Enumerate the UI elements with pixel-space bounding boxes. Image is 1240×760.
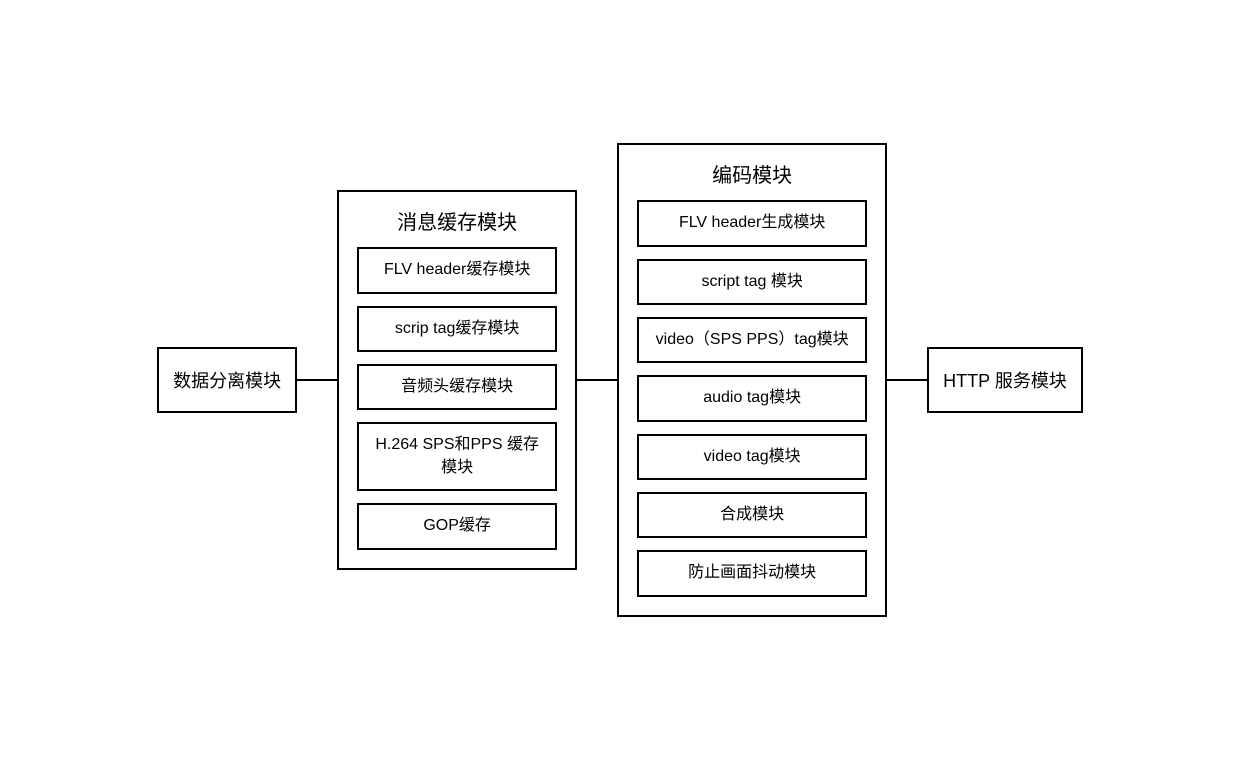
message-cache-module: 消息缓存模块 FLV header缓存模块 scrip tag缓存模块 音频头缓… <box>337 190 577 569</box>
audio-header-cache-module: 音频头缓存模块 <box>357 364 557 410</box>
video-tag-module: video tag模块 <box>637 434 867 480</box>
anti-jitter-module: 防止画面抖动模块 <box>637 550 867 596</box>
data-separation-module: 数据分离模块 <box>157 347 297 413</box>
flv-header-gen-module: FLV header生成模块 <box>637 200 867 246</box>
composite-module: 合成模块 <box>637 492 867 538</box>
flv-header-cache-module: FLV header缓存模块 <box>357 247 557 293</box>
flowchart-root: 数据分离模块 消息缓存模块 FLV header缓存模块 scrip tag缓存… <box>137 123 1103 637</box>
script-tag-module: script tag 模块 <box>637 259 867 305</box>
connector-2 <box>577 379 617 381</box>
script-tag-cache-module: scrip tag缓存模块 <box>357 306 557 352</box>
audio-tag-module: audio tag模块 <box>637 375 867 421</box>
encode-title: 编码模块 <box>712 159 792 188</box>
video-sps-pps-tag-module: video（SPS PPS）tag模块 <box>637 317 867 363</box>
http-service-module: HTTP 服务模块 <box>927 347 1083 413</box>
connector-1 <box>297 379 337 381</box>
h264-sps-pps-cache-module: H.264 SPS和PPS 缓存模块 <box>357 422 557 491</box>
cache-title: 消息缓存模块 <box>397 206 517 235</box>
connector-3 <box>887 379 927 381</box>
encoding-module: 编码模块 FLV header生成模块 script tag 模块 video（… <box>617 143 887 617</box>
gop-cache-module: GOP缓存 <box>357 503 557 549</box>
